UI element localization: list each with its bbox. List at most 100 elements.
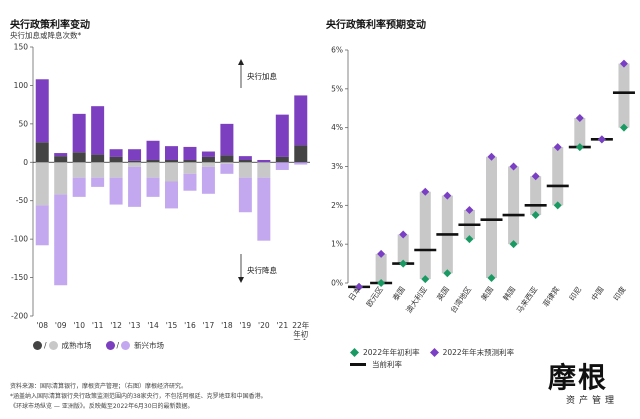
em-hike-bar — [54, 153, 68, 157]
dm-cut-bar — [146, 162, 160, 178]
em-hike-bar — [165, 146, 178, 160]
dm-cut-bar — [257, 162, 271, 178]
right-legend-row-1: 2022年年初利率 2022年年末预测利率 — [350, 347, 514, 358]
rate-range-bar — [530, 176, 542, 216]
em-cut-bar — [128, 166, 142, 207]
start-rate-marker — [421, 275, 430, 284]
em-cut-swatch — [121, 341, 131, 350]
right-x-tick-label: 菲律宾 — [540, 284, 561, 309]
left-x-tick-label: '16 — [184, 321, 196, 330]
end-rate-marker — [487, 152, 496, 161]
left-legend: / 成熟市场 / 新兴市场 — [33, 340, 164, 351]
left-x-tick-label: '21 — [276, 321, 288, 330]
left-x-tick-label: '15 — [166, 321, 178, 330]
dm-cut-bar — [35, 162, 49, 206]
left-chart-title: 央行政策利率变动 — [10, 20, 90, 31]
dm-cut-bar — [201, 162, 215, 167]
end-rate-marker — [597, 135, 606, 144]
left-y-tick-label: 100 — [14, 81, 29, 90]
rate-range-bar — [574, 117, 586, 148]
start-rate-marker — [553, 201, 562, 210]
em-cut-bar — [72, 177, 86, 197]
legend-emerging-label: 新兴市场 — [134, 341, 165, 350]
em-cut-bar — [183, 173, 197, 191]
left-x-tick-label: '18 — [221, 321, 233, 330]
em-cut-bar — [91, 177, 105, 187]
right-y-tick-label: 2% — [331, 201, 343, 210]
legend-start-label: 2022年年初利率 — [363, 348, 420, 357]
right-x-tick-label: 马来西亚 — [515, 285, 540, 315]
em-hike-bar — [220, 123, 234, 156]
dm-hike-bar — [128, 160, 142, 163]
dm-cut-bar — [109, 162, 123, 178]
dm-hike-bar — [238, 159, 252, 163]
left-y-tick-label: -200 — [11, 312, 28, 321]
start-rate-marker — [575, 143, 584, 152]
em-hike-bar — [146, 140, 160, 160]
end-rate-marker — [619, 59, 628, 68]
left-y-tick-label: -150 — [11, 273, 28, 282]
end-rate-marker — [443, 191, 452, 200]
em-cut-bar — [35, 205, 49, 246]
footnote-publication: 《环球市场纵览 — 亚洲版》。反映截至2022年6月30日的最新数据。 — [10, 403, 194, 410]
policy-rate-change-bar-chart: -200 -150 -100 -50 0 50 100 150 '08 '09 '10 '11 '12… — [11, 43, 310, 340]
right-x-tick-label: 印尼 — [567, 285, 583, 302]
dm-hike-bar — [72, 152, 86, 163]
right-y-tick-label: 1% — [331, 240, 343, 249]
dm-cut-bar — [91, 162, 105, 178]
em-cut-bar — [54, 194, 68, 286]
hike-annotation: 央行加息 — [247, 71, 277, 81]
dm-hike-bar — [146, 159, 160, 163]
dm-cut-bar — [220, 162, 234, 164]
hike-arrow-head — [238, 59, 244, 65]
right-y-tick-label: 3% — [331, 162, 343, 171]
em-hike-bar — [109, 149, 123, 157]
right-y-tick-label: 0% — [331, 279, 343, 288]
end-rate-legend-marker — [429, 348, 439, 357]
em-cut-bar — [275, 162, 289, 170]
left-y-tick-label: -50 — [16, 196, 28, 205]
start-rate-marker — [531, 211, 540, 220]
right-x-tick-label: 英国 — [434, 284, 451, 302]
left-y-tick-label: -100 — [11, 235, 28, 244]
left-x-tick-label: '13 — [129, 321, 141, 330]
em-cut-bar — [109, 177, 123, 205]
dm-hike-bar — [183, 159, 197, 163]
start-rate-marker — [377, 279, 386, 287]
start-rate-marker — [509, 240, 518, 249]
dm-hike-bar — [35, 142, 49, 163]
em-cut-bar — [165, 181, 178, 209]
right-x-tick-label: 中国 — [589, 284, 606, 302]
em-cut-bar — [220, 163, 234, 174]
left-x-tick-label: '09 — [55, 321, 67, 330]
end-rate-marker — [355, 282, 364, 291]
em-hike-bar — [128, 149, 142, 161]
dm-hike-swatch — [33, 341, 42, 350]
dm-cut-bar — [165, 162, 178, 182]
rate-range-bar — [397, 234, 409, 264]
em-hike-bar — [294, 95, 308, 146]
brand-logo-subtitle: 资产管理 — [566, 396, 619, 406]
cut-arrow-head — [238, 277, 244, 283]
left-y-tick-label: 50 — [18, 119, 28, 128]
end-rate-marker — [531, 172, 540, 181]
em-cut-bar — [257, 177, 271, 241]
legend-current-label: 当前利率 — [372, 360, 402, 369]
em-hike-bar — [35, 79, 49, 143]
footnote-coverage: *涵盖纳入国际清算银行央行政策监测范围内的38家央行，不包括阿根廷、克罗地亚和中… — [10, 393, 267, 400]
dm-hike-bar — [220, 155, 234, 163]
end-rate-marker — [575, 113, 584, 122]
em-hike-bar — [183, 146, 197, 160]
left-x-tick-label: '20 — [258, 321, 270, 330]
dm-cut-bar — [238, 162, 252, 178]
dm-cut-bar — [183, 162, 197, 174]
dm-cut-bar — [54, 162, 68, 195]
right-y-tick-label: 5% — [331, 84, 343, 93]
left-x-tick-label: '08 — [36, 321, 48, 330]
legend-developed-label: 成熟市场 — [61, 341, 92, 350]
rate-range-bar — [486, 156, 497, 278]
right-chart-title: 央行政策利率预期变动 — [326, 20, 426, 31]
dm-hike-bar — [109, 156, 123, 163]
em-hike-bar — [91, 106, 105, 155]
